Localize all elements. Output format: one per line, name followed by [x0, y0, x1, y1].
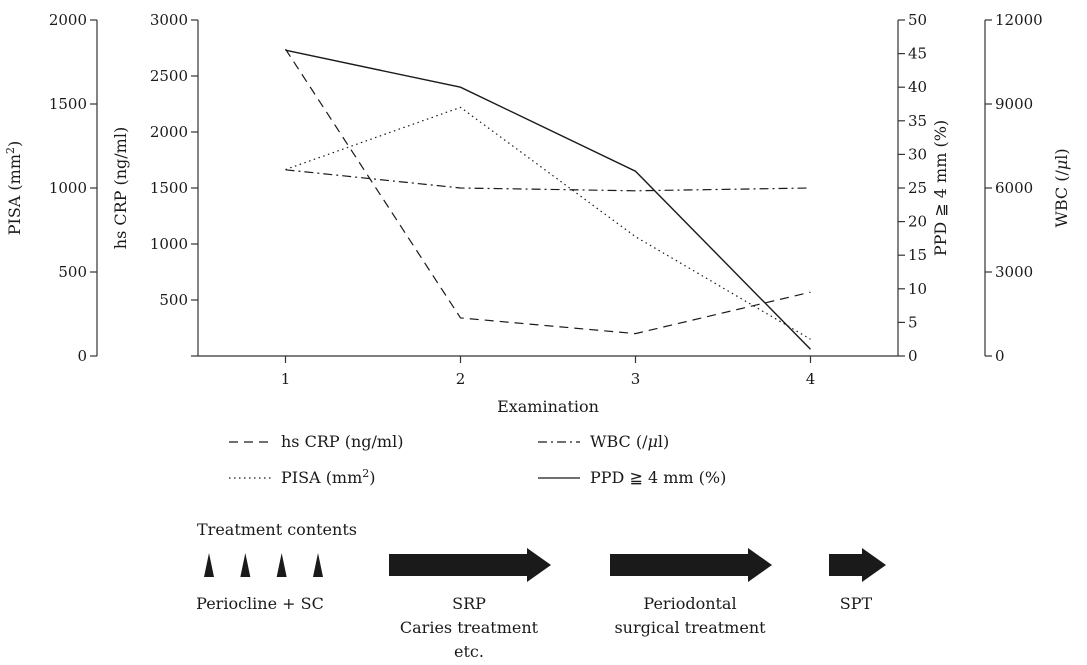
x-tick-label: 1 — [281, 370, 291, 388]
wbc-tick-label: 9000 — [995, 95, 1033, 113]
legend-item: WBC (/μl) — [538, 432, 669, 451]
ppd-tick-label: 20 — [908, 213, 927, 231]
crp-tick-label: 2000 — [150, 123, 188, 141]
wbc-tick-label: 3000 — [995, 263, 1033, 281]
legend: hs CRP (ng/ml) WBC (/μl) PISA (mm2) PPD ≧ 4… — [229, 432, 726, 487]
series-layer — [284, 48, 811, 350]
x-tick-label: 3 — [631, 370, 641, 388]
treatment-marker-icon — [313, 553, 323, 577]
crp-tick-label: 3000 — [150, 11, 188, 29]
x-axis: 1 2 3 4 Examination — [198, 355, 898, 416]
pisa-tick-label: 2000 — [49, 11, 87, 29]
treatment-stage-label: SRP — [452, 594, 486, 613]
legend-item: hs CRP (ng/ml) — [229, 432, 403, 451]
treatment-timeline: Treatment contents Periocline + SC SRP Cari… — [196, 520, 886, 661]
treatment-stage-label: etc. — [454, 642, 484, 661]
treatment-stage-label: Caries treatment — [400, 618, 539, 637]
wbc-tick-label: 12000 — [995, 11, 1043, 29]
series-line-2 — [285, 106, 811, 340]
ppd-tick-label: 10 — [908, 280, 927, 298]
crp-tick-label: 1000 — [150, 235, 188, 253]
treatment-stage-label: SPT — [840, 594, 873, 613]
treatment-stage: Periocline + SC — [196, 553, 324, 613]
ppd-tick-label: 40 — [908, 78, 927, 96]
pisa-tick-label: 1000 — [49, 179, 87, 197]
wbc-tick-label: 0 — [995, 347, 1005, 365]
ppd-tick-label: 50 — [908, 11, 927, 29]
treatment-title: Treatment contents — [197, 520, 357, 539]
treatment-stage: SRP Caries treatment etc. — [389, 548, 551, 661]
ppd-tick-label: 5 — [908, 313, 918, 331]
crp-tick-label: 500 — [159, 291, 188, 309]
crp-tick-label: 2500 — [150, 67, 188, 85]
crp-axis: 500 1000 1500 2000 2500 3000 hs CRP (ng/ml) — [111, 11, 199, 357]
treatment-marker-icon — [276, 553, 287, 577]
treatment-marker-icon — [204, 553, 214, 577]
pisa-axis-title: PISA (mm2) — [4, 141, 25, 236]
wbc-axis-title: WBC (/μl) — [1052, 148, 1071, 227]
ppd-tick-label: 30 — [908, 145, 927, 163]
treatment-arrow-icon — [610, 548, 772, 582]
legend-item: PISA (mm2) — [229, 467, 376, 488]
pisa-axis: 0 500 1000 1500 2000 PISA (mm2) — [4, 11, 98, 365]
ppd-tick-label: 45 — [908, 45, 927, 63]
legend-label: PPD ≧ 4 mm (%) — [590, 468, 726, 487]
x-tick-label: 2 — [456, 370, 466, 388]
series-line-1 — [285, 169, 811, 192]
crp-axis-title: hs CRP (ng/ml) — [111, 127, 130, 249]
treatment-stage: SPT — [829, 548, 886, 613]
x-tick-label: 4 — [806, 370, 816, 388]
treatment-stage-label: Periodontal — [643, 594, 736, 613]
ppd-axis: 0 5 10 15 20 25 30 35 40 45 50 PPD ≧ 4 mm (%) — [897, 11, 950, 365]
pisa-tick-label: 0 — [77, 347, 87, 365]
treatment-arrow-icon — [389, 548, 551, 582]
legend-item: PPD ≧ 4 mm (%) — [538, 468, 726, 487]
legend-label: WBC (/μl) — [590, 432, 669, 451]
x-axis-title: Examination — [497, 397, 599, 416]
treatment-stage-label: Periocline + SC — [196, 594, 324, 613]
pisa-tick-label: 500 — [58, 263, 87, 281]
ppd-tick-label: 35 — [908, 112, 927, 130]
ppd-tick-label: 0 — [908, 347, 918, 365]
treatment-arrow-icon — [829, 548, 886, 582]
pisa-tick-label: 1500 — [49, 95, 87, 113]
crp-tick-label: 1500 — [150, 179, 188, 197]
wbc-tick-label: 6000 — [995, 179, 1033, 197]
treatment-marker-icon — [240, 553, 251, 577]
legend-label: hs CRP (ng/ml) — [281, 432, 403, 451]
series-line-3 — [285, 49, 811, 350]
treatment-stage-label: surgical treatment — [614, 618, 766, 637]
ppd-tick-label: 15 — [908, 246, 927, 264]
wbc-axis: 0 3000 6000 9000 12000 WBC (/μl) — [984, 11, 1071, 365]
series-line-0 — [284, 48, 811, 335]
legend-label: PISA (mm2) — [281, 467, 376, 488]
treatment-stage: Periodontal surgical treatment — [610, 548, 772, 637]
ppd-tick-label: 25 — [908, 179, 927, 197]
ppd-axis-title: PPD ≧ 4 mm (%) — [931, 120, 950, 256]
